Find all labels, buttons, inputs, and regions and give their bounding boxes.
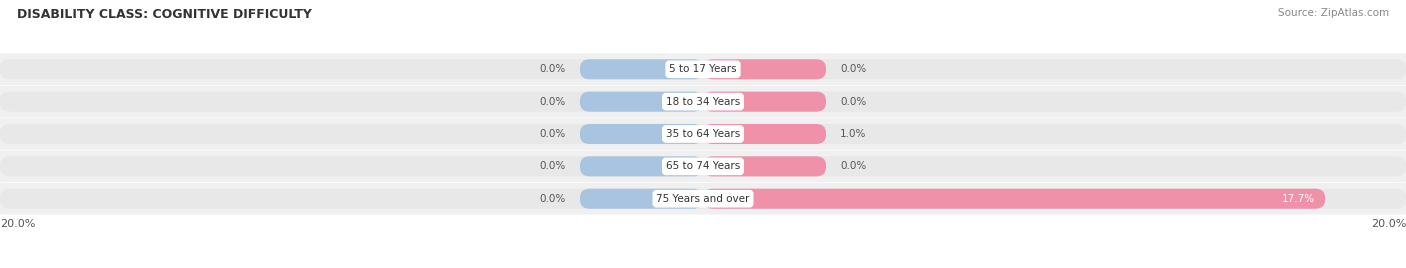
Text: 17.7%: 17.7% [1281, 194, 1315, 204]
Text: 0.0%: 0.0% [540, 97, 565, 107]
FancyBboxPatch shape [0, 156, 1406, 176]
Text: 0.0%: 0.0% [540, 129, 565, 139]
Text: 1.0%: 1.0% [841, 129, 866, 139]
FancyBboxPatch shape [703, 92, 827, 112]
FancyBboxPatch shape [0, 183, 1406, 215]
Text: 18 to 34 Years: 18 to 34 Years [666, 97, 740, 107]
FancyBboxPatch shape [581, 92, 703, 112]
Text: 20.0%: 20.0% [0, 219, 35, 229]
FancyBboxPatch shape [581, 59, 703, 79]
Text: Source: ZipAtlas.com: Source: ZipAtlas.com [1278, 8, 1389, 18]
Text: 0.0%: 0.0% [841, 64, 866, 74]
FancyBboxPatch shape [0, 118, 1406, 150]
Text: 0.0%: 0.0% [841, 161, 866, 171]
FancyBboxPatch shape [0, 151, 1406, 182]
Text: 35 to 64 Years: 35 to 64 Years [666, 129, 740, 139]
FancyBboxPatch shape [581, 189, 703, 209]
FancyBboxPatch shape [0, 189, 1406, 209]
Text: 0.0%: 0.0% [540, 161, 565, 171]
FancyBboxPatch shape [0, 53, 1406, 85]
FancyBboxPatch shape [703, 156, 827, 176]
FancyBboxPatch shape [703, 189, 1324, 209]
FancyBboxPatch shape [703, 124, 827, 144]
Text: 0.0%: 0.0% [540, 64, 565, 74]
FancyBboxPatch shape [0, 86, 1406, 117]
FancyBboxPatch shape [703, 59, 827, 79]
FancyBboxPatch shape [0, 92, 1406, 112]
Text: 75 Years and over: 75 Years and over [657, 194, 749, 204]
Text: 0.0%: 0.0% [540, 194, 565, 204]
FancyBboxPatch shape [0, 59, 1406, 79]
Text: 5 to 17 Years: 5 to 17 Years [669, 64, 737, 74]
Text: 65 to 74 Years: 65 to 74 Years [666, 161, 740, 171]
FancyBboxPatch shape [581, 156, 703, 176]
Text: 20.0%: 20.0% [1371, 219, 1406, 229]
Text: DISABILITY CLASS: COGNITIVE DIFFICULTY: DISABILITY CLASS: COGNITIVE DIFFICULTY [17, 8, 312, 21]
FancyBboxPatch shape [581, 124, 703, 144]
FancyBboxPatch shape [0, 124, 1406, 144]
Text: 0.0%: 0.0% [841, 97, 866, 107]
